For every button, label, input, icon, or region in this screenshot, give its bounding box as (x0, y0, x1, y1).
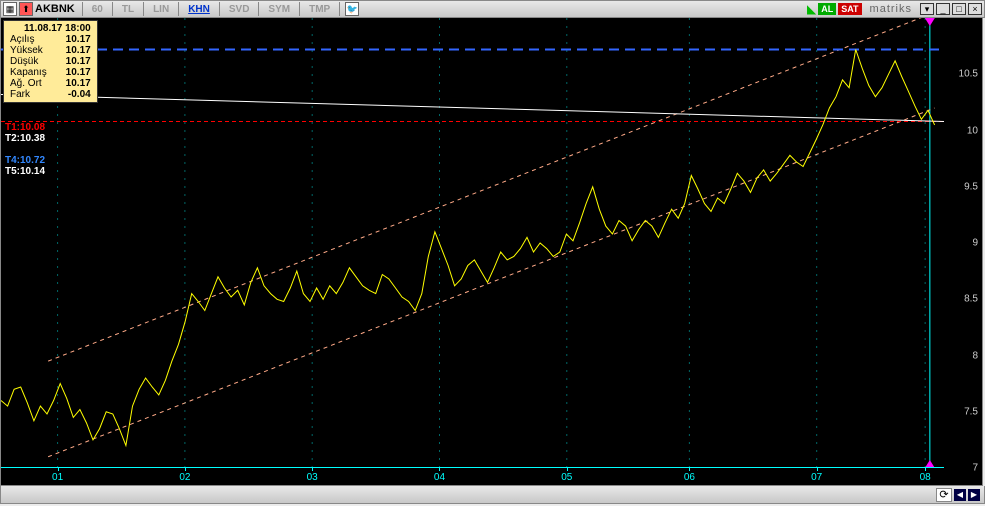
ohlc-value: 10.17 (55, 34, 91, 45)
t-level: T2:10.38 (3, 133, 47, 144)
ohlc-label: Fark (10, 89, 30, 100)
ohlc-label: Kapanış (10, 67, 47, 78)
ohlc-value: -0.04 (55, 89, 91, 100)
separator (178, 2, 179, 16)
chart-area[interactable]: 11.08.17 18:00 Açılış 10.17 Yüksek 10.17 Düş… (0, 18, 983, 486)
toolbar-sym[interactable]: SYM (264, 3, 294, 16)
titlebar: ▦ ⬆ AKBNK 60 TL LIN KHN SVD SYM TMP 🐦 ◣ … (0, 0, 985, 18)
maximize-button[interactable]: □ (952, 3, 966, 15)
dropdown-button[interactable]: ▾ (920, 3, 934, 15)
separator (219, 2, 220, 16)
toolbar-svd[interactable]: SVD (225, 3, 254, 16)
toolbar-lin[interactable]: LIN (149, 3, 173, 16)
toolbar-tmp[interactable]: TMP (305, 3, 334, 16)
brand-label: matriks (870, 3, 912, 15)
x-tick: 03 (307, 472, 318, 483)
signal-icon: ◣ (807, 2, 816, 16)
nav-next-button[interactable]: ▶ (968, 489, 980, 501)
t-level: T4:10.72 (3, 155, 47, 166)
x-tick: 08 (920, 472, 931, 483)
x-tick: 06 (684, 472, 695, 483)
toolbar-tl[interactable]: TL (118, 3, 138, 16)
y-tick: 7 (972, 463, 978, 474)
t-level: T3:11.45 (3, 144, 47, 155)
y-axis: 77.588.599.51010.5 (942, 18, 982, 468)
symbol-name: AKBNK (35, 3, 75, 15)
y-tick: 9 (972, 238, 978, 249)
ohlc-value: 10.17 (55, 78, 91, 89)
app-icon: ▦ (3, 2, 17, 16)
separator (258, 2, 259, 16)
x-tick: 04 (434, 472, 445, 483)
ohlc-label: Yüksek (10, 45, 43, 56)
chart-plot (1, 18, 944, 468)
y-tick: 8 (972, 350, 978, 361)
separator (112, 2, 113, 16)
ohlc-datetime: 11.08.17 18:00 (10, 23, 91, 34)
sell-badge: SAT (838, 3, 861, 15)
x-tick: 07 (811, 472, 822, 483)
timeframe-button[interactable]: 60 (88, 3, 107, 16)
separator (339, 2, 340, 16)
y-tick: 10.5 (959, 69, 978, 80)
minimize-button[interactable]: _ (936, 3, 950, 15)
separator (143, 2, 144, 16)
y-tick: 9.5 (964, 181, 978, 192)
ohlc-panel: 11.08.17 18:00 Açılış 10.17 Yüksek 10.17 Düş… (3, 20, 98, 103)
toolbar-khn[interactable]: KHN (184, 3, 214, 16)
t-level: T1:10.08 (3, 122, 47, 133)
x-tick: 05 (561, 472, 572, 483)
ohlc-label: Düşük (10, 56, 38, 67)
y-tick: 7.5 (964, 406, 978, 417)
chart-icon: ⬆ (19, 2, 33, 16)
x-tick: 01 (52, 472, 63, 483)
bottombar: ⟳ ◀ ▶ (0, 486, 985, 504)
ohlc-value: 10.17 (55, 67, 91, 78)
y-tick: 8.5 (964, 294, 978, 305)
nav-prev-button[interactable]: ◀ (954, 489, 966, 501)
separator (82, 2, 83, 16)
refresh-button[interactable]: ⟳ (936, 488, 952, 502)
x-tick: 02 (179, 472, 190, 483)
close-button[interactable]: × (968, 3, 982, 15)
t-levels-panel: T1:10.08T2:10.38T3:11.45T4:10.72T5:10.14 (3, 122, 47, 177)
y-tick: 10 (967, 125, 978, 136)
ohlc-value: 10.17 (55, 45, 91, 56)
separator (299, 2, 300, 16)
ohlc-value: 10.17 (55, 56, 91, 67)
twitter-icon[interactable]: 🐦 (345, 2, 359, 16)
x-axis: 01 02 03 04 05 06 07 08 (1, 467, 944, 485)
ohlc-label: Açılış (10, 34, 34, 45)
ohlc-label: Ağ. Ort (10, 78, 42, 89)
buy-badge: AL (818, 3, 836, 15)
t-level: T5:10.14 (3, 166, 47, 177)
